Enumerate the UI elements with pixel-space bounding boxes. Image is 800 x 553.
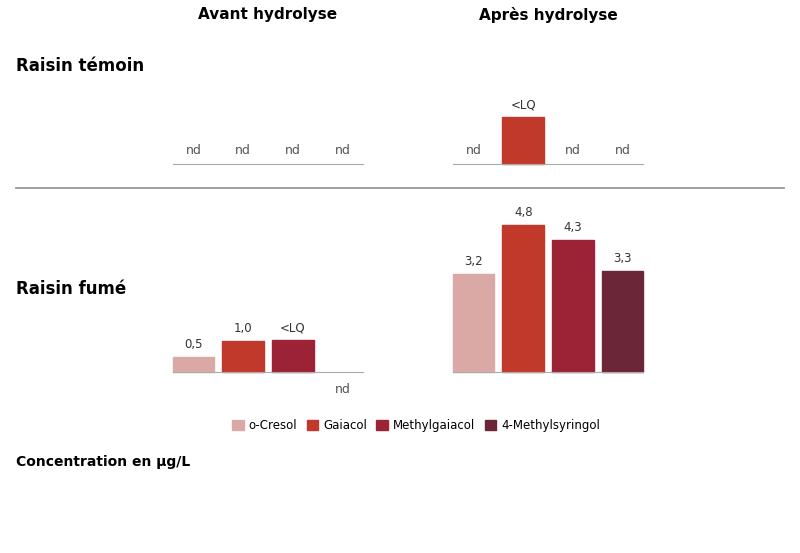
Text: Avant hydrolyse: Avant hydrolyse xyxy=(198,7,338,22)
Bar xyxy=(602,270,643,372)
Text: nd: nd xyxy=(565,144,581,156)
Text: nd: nd xyxy=(334,144,350,156)
Text: <LQ: <LQ xyxy=(280,321,306,334)
Text: Raisin témoin: Raisin témoin xyxy=(16,57,144,75)
Text: Concentration en µg/L: Concentration en µg/L xyxy=(16,456,190,469)
Text: 3,2: 3,2 xyxy=(464,255,483,268)
Bar xyxy=(272,340,314,372)
Text: Après hydrolyse: Après hydrolyse xyxy=(478,7,618,23)
Bar xyxy=(453,274,494,372)
Text: La libération des marqueurs de goût de fumée par hydrolyse permet une: La libération des marqueurs de goût de f… xyxy=(76,505,624,518)
Bar xyxy=(222,341,264,372)
Bar xyxy=(552,240,594,372)
Text: nd: nd xyxy=(614,144,630,156)
Text: évaluation plus fine du risque: évaluation plus fine du risque xyxy=(76,529,300,542)
Legend: o-Cresol, Gaiacol, Methylgaiacol, 4-Methylsyringol: o-Cresol, Gaiacol, Methylgaiacol, 4-Meth… xyxy=(227,415,605,437)
Text: 4,3: 4,3 xyxy=(563,221,582,234)
Text: nd: nd xyxy=(285,144,301,156)
Bar xyxy=(502,117,544,164)
Text: nd: nd xyxy=(466,144,482,156)
Text: 4,8: 4,8 xyxy=(514,206,533,219)
Text: nd: nd xyxy=(334,383,350,396)
Text: nd: nd xyxy=(186,144,202,156)
Text: 3,3: 3,3 xyxy=(613,252,632,265)
Text: Raisin fumé: Raisin fumé xyxy=(16,280,126,298)
Text: 1,0: 1,0 xyxy=(234,322,253,335)
Bar xyxy=(502,225,544,372)
Text: nd: nd xyxy=(235,144,251,156)
Bar xyxy=(173,357,214,372)
Text: <LQ: <LQ xyxy=(510,98,536,112)
Text: 0,5: 0,5 xyxy=(184,338,203,351)
